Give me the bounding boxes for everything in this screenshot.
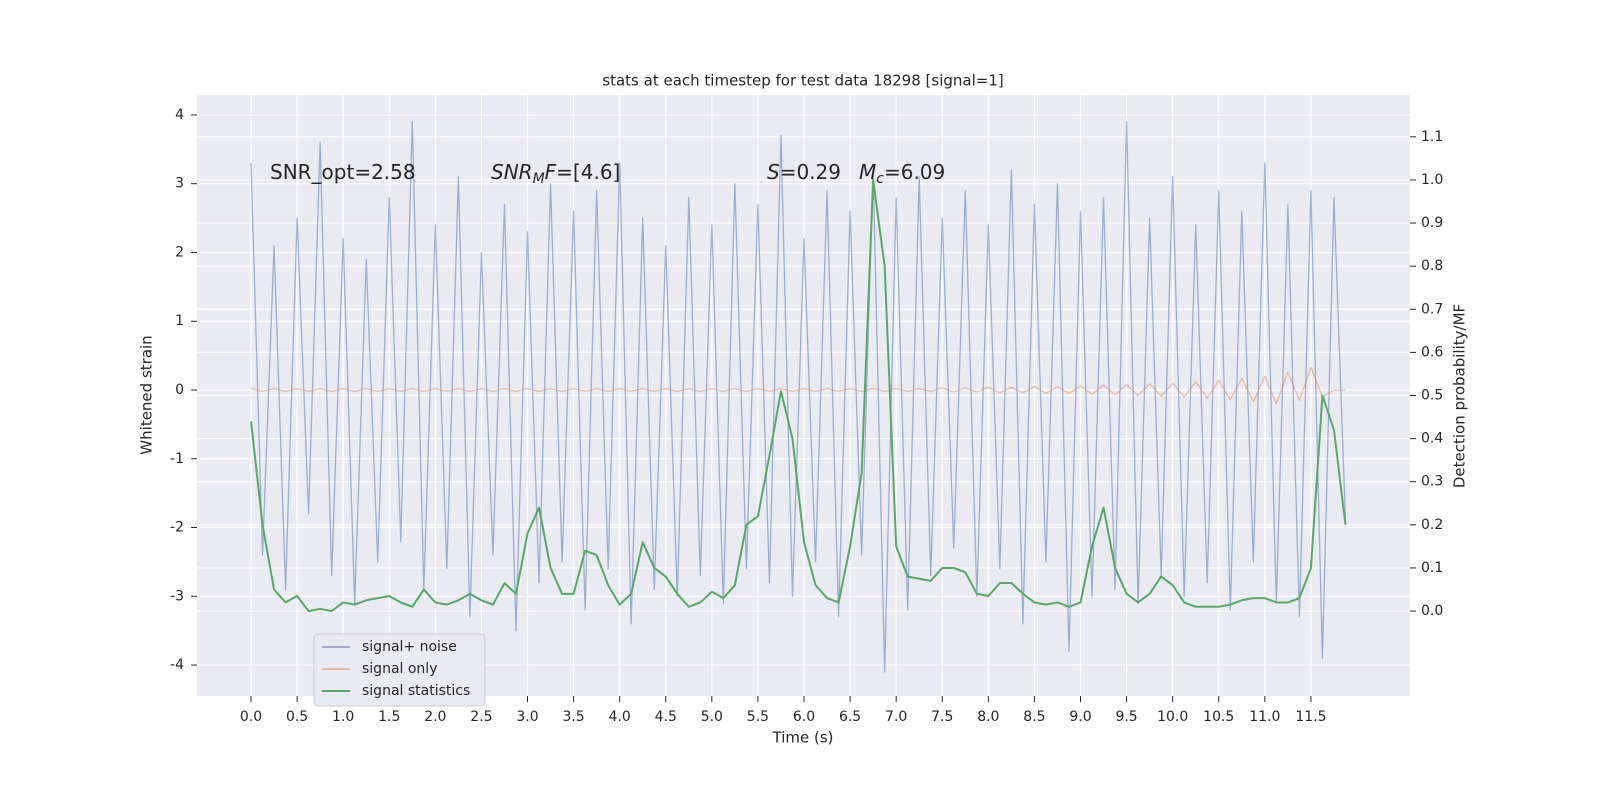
x-tick-label: 7.5 xyxy=(931,709,953,725)
series-line xyxy=(250,178,1347,613)
x-tick-label: 4.5 xyxy=(655,709,677,725)
y2-tick-label: 1.0 xyxy=(1421,172,1443,188)
annotation-part: SNR_opt=2.58 xyxy=(270,160,416,184)
y2-tick-label: 0.7 xyxy=(1421,301,1443,317)
annotation-part: SNR xyxy=(491,160,533,184)
x-tick-label: 7.0 xyxy=(885,709,907,725)
x-tick-label: 6.5 xyxy=(839,709,861,725)
y2-tick-label: 0.5 xyxy=(1421,388,1443,404)
y-axis-label: Whitened strain xyxy=(138,335,156,454)
annotation-part: =6.09 xyxy=(884,160,945,184)
annotation-part: c xyxy=(876,171,884,187)
y2-tick-label: 0.9 xyxy=(1421,215,1443,231)
annotation-part: M xyxy=(533,171,545,187)
y2-axis-label: Detection probability/MF xyxy=(1451,304,1469,488)
legend: signal+ noise signal only signal statistic… xyxy=(313,633,486,707)
y-tick-label: 1 xyxy=(175,313,184,329)
x-tick-label: 11.5 xyxy=(1295,709,1326,725)
x-tick-label: 8.5 xyxy=(1023,709,1045,725)
y2-tick-label: 0.0 xyxy=(1421,603,1443,619)
y2-tick-label: 0.4 xyxy=(1421,431,1443,447)
y-tick-label: 4 xyxy=(175,107,184,123)
annotation: S=0.29 xyxy=(767,160,841,184)
x-tick-label: 4.0 xyxy=(609,709,631,725)
annotation-part: M xyxy=(859,160,876,184)
x-tick-label: 9.5 xyxy=(1115,709,1137,725)
x-tick-label: 10.0 xyxy=(1157,709,1188,725)
x-tick-label: 3.0 xyxy=(516,709,538,725)
x-tick-label: 2.5 xyxy=(470,709,492,725)
x-tick-label: 9.0 xyxy=(1069,709,1091,725)
x-tick-label: 1.0 xyxy=(332,709,354,725)
annotation: SNR_opt=2.58 xyxy=(270,160,416,184)
series-line xyxy=(250,121,1347,673)
chart-title: stats at each timestep for test data 182… xyxy=(602,72,1003,90)
x-tick-label: 3.5 xyxy=(562,709,584,725)
y2-tick-label: 0.3 xyxy=(1421,474,1443,490)
y2-tick-label: 0.6 xyxy=(1421,344,1443,360)
annotation: Mc=6.09 xyxy=(859,160,945,188)
x-tick-label: 5.5 xyxy=(747,709,769,725)
annotation-part: =[4.6] xyxy=(556,160,620,184)
x-tick-label: 1.5 xyxy=(378,709,400,725)
y2-tick-label: 1.1 xyxy=(1421,129,1443,145)
y2-tick-label: 0.8 xyxy=(1421,258,1443,274)
legend-box xyxy=(313,633,486,707)
x-tick-label: 10.5 xyxy=(1203,709,1234,725)
x-tick-label: 2.0 xyxy=(424,709,446,725)
y-tick-label: -3 xyxy=(170,588,184,604)
annotation: SNRMF=[4.6] xyxy=(491,160,620,188)
x-tick-label: 0.5 xyxy=(286,709,308,725)
y-tick-label: -4 xyxy=(170,657,184,673)
y-tick-label: 3 xyxy=(175,176,184,192)
annotation-part: F xyxy=(545,160,557,184)
legend-label: signal+ noise xyxy=(362,639,457,655)
annotation-part: S xyxy=(767,160,780,184)
series-line xyxy=(250,366,1346,405)
y2-tick-label: 0.1 xyxy=(1421,560,1443,576)
annotation-part: =0.29 xyxy=(780,160,841,184)
x-tick-label: 6.0 xyxy=(793,709,815,725)
x-tick-label: 11.0 xyxy=(1249,709,1280,725)
y-tick-label: 2 xyxy=(175,244,184,260)
y2-tick-label: 0.2 xyxy=(1421,517,1443,533)
x-tick-label: 5.0 xyxy=(701,709,723,725)
y-tick-label: 0 xyxy=(175,382,184,398)
y-tick-label: -1 xyxy=(170,451,184,467)
y-tick-label: -2 xyxy=(170,520,184,536)
legend-label: signal statistics xyxy=(362,683,470,699)
legend-label: signal only xyxy=(362,661,437,677)
x-tick-label: 0.0 xyxy=(240,709,262,725)
x-axis-label: Time (s) xyxy=(772,729,834,747)
x-tick-label: 8.0 xyxy=(977,709,999,725)
